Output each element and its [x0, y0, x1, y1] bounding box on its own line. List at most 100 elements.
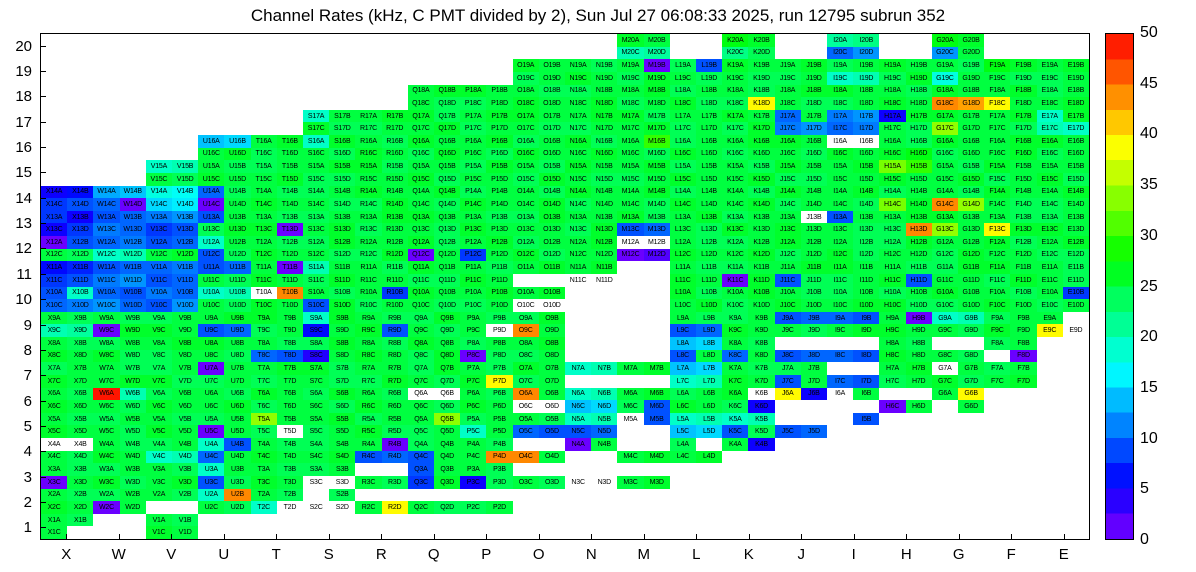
- heatmap-cell: Q2C: [407, 501, 434, 514]
- heatmap-cell: [329, 59, 355, 72]
- heatmap-cell: N12C: [565, 248, 592, 262]
- heatmap-cell: [722, 463, 748, 476]
- heatmap-cell: [853, 526, 879, 539]
- heatmap-cell: [958, 476, 984, 489]
- heatmap-cell: V12A: [145, 236, 172, 249]
- heatmap-cell: T5B: [276, 412, 303, 426]
- heatmap-cell: R12C: [355, 248, 382, 262]
- heatmap-cell: [1063, 312, 1089, 325]
- heatmap-cell: P9B: [486, 311, 513, 325]
- chart-title: Channel Rates (kHz, C PMT divided by 2),…: [250, 6, 946, 25]
- heatmap-cell: J9D: [800, 324, 827, 337]
- heatmap-cell: M15B: [643, 160, 670, 173]
- heatmap-cell: [775, 514, 801, 527]
- heatmap-cell: W8C: [93, 349, 120, 363]
- heatmap-cell: R12D: [381, 248, 408, 262]
- heatmap-cell: [146, 59, 172, 72]
- heatmap-cell: H13D: [905, 223, 932, 236]
- heatmap-cell: [67, 97, 93, 110]
- heatmap-cell: E10D: [1062, 299, 1089, 312]
- heatmap-cell: Q5A: [407, 412, 434, 426]
- heatmap-cell: Q12B: [434, 236, 461, 249]
- y-axis-tickmark: [41, 45, 46, 47]
- heatmap-cell: F19C: [984, 71, 1011, 85]
- heatmap-cell: M3C: [617, 475, 644, 489]
- heatmap-cell: M20B: [643, 34, 670, 47]
- heatmap-cell: [1063, 438, 1089, 451]
- heatmap-cell: R4C: [355, 450, 382, 464]
- heatmap-cell: T3D: [276, 475, 303, 489]
- heatmap-cell: O14A: [512, 185, 539, 199]
- heatmap-cell: Q5B: [434, 412, 461, 426]
- heatmap-cell: [853, 514, 879, 527]
- heatmap-cell: W13B: [119, 210, 146, 224]
- heatmap-cell: K16A: [722, 135, 749, 148]
- heatmap-cell: J19A: [774, 59, 801, 72]
- heatmap-cell: [486, 514, 512, 527]
- heatmap-cell: R7D: [381, 374, 408, 388]
- heatmap-cell: O10A: [512, 286, 539, 300]
- heatmap-cell: U12B: [224, 236, 251, 249]
- heatmap-cell: H16B: [905, 135, 932, 148]
- heatmap-cell: [644, 274, 670, 287]
- heatmap-cell: L19D: [696, 71, 723, 85]
- heatmap-cell: K11C: [722, 273, 749, 287]
- heatmap-cell: [67, 59, 93, 72]
- heatmap-cell: [696, 476, 722, 489]
- x-axis-tick-label: K: [743, 546, 754, 563]
- heatmap-cell: P2C: [460, 501, 487, 514]
- heatmap-cell: [67, 526, 93, 539]
- heatmap-cell: J18D: [800, 97, 827, 110]
- heatmap-cell: W6B: [119, 387, 146, 401]
- heatmap-cell: F13A: [984, 210, 1011, 224]
- y-axis-tick-label: 9: [23, 316, 32, 334]
- heatmap-cell: O4D: [538, 450, 565, 464]
- heatmap-cell: X1B: [67, 513, 94, 527]
- heatmap-cell: I17D: [853, 122, 880, 135]
- heatmap-cell: L5C: [669, 425, 696, 438]
- heatmap-cell: [644, 425, 670, 438]
- heatmap-cell: I8C: [827, 349, 854, 363]
- heatmap-cell: P17C: [460, 122, 487, 135]
- heatmap-cell: [303, 59, 329, 72]
- heatmap-cell: [172, 110, 198, 123]
- heatmap-cell: W4A: [93, 438, 120, 451]
- heatmap-cell: Q11B: [434, 261, 461, 274]
- heatmap-cell: W9A: [93, 311, 120, 325]
- heatmap-cell: [460, 489, 486, 502]
- heatmap-cell: L14C: [669, 198, 696, 211]
- heatmap-cell: I19A: [827, 59, 854, 72]
- heatmap-cell: J14D: [800, 198, 827, 211]
- heatmap-cell: K16B: [748, 135, 775, 148]
- heatmap-cell: V15C: [145, 172, 172, 186]
- heatmap-cell: [1063, 34, 1089, 47]
- heatmap-cell: I19B: [853, 59, 880, 72]
- heatmap-cell: S12A: [303, 236, 330, 249]
- heatmap-cell: J14C: [774, 198, 801, 211]
- heatmap-cell: [1010, 489, 1036, 502]
- heatmap-cell: M16A: [617, 135, 644, 148]
- heatmap-cell: T8C: [250, 349, 277, 363]
- heatmap-cell: [382, 463, 408, 476]
- heatmap-cell: H7A: [879, 362, 906, 375]
- heatmap-cell: L16C: [669, 147, 696, 161]
- heatmap-cell: O7D: [538, 374, 565, 388]
- heatmap-cell: [1037, 388, 1063, 401]
- heatmap-cell: [120, 72, 146, 85]
- heatmap-cell: K8A: [722, 337, 749, 350]
- heatmap-cell: X6C: [41, 400, 68, 413]
- heatmap-cell: E16C: [1036, 147, 1063, 161]
- heatmap-cell: W5D: [119, 425, 146, 438]
- heatmap-cell: I14B: [853, 185, 880, 199]
- heatmap-cell: [67, 34, 93, 47]
- heatmap-cell: [722, 501, 748, 514]
- heatmap-cell: O12A: [512, 236, 539, 249]
- heatmap-cell: [355, 47, 381, 60]
- heatmap-cell: S7B: [329, 362, 356, 375]
- heatmap-cell: V2B: [172, 488, 199, 502]
- heatmap-cell: [958, 489, 984, 502]
- heatmap-cell: G20B: [958, 34, 985, 47]
- heatmap-cell: [251, 122, 277, 135]
- heatmap-cell: T2A: [250, 488, 277, 502]
- heatmap-cell: [277, 34, 303, 47]
